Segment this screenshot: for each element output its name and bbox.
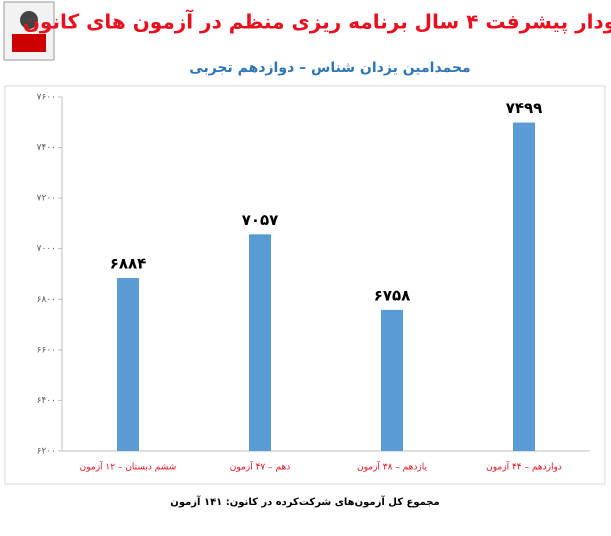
value-label: ۶۷۵۸ (374, 286, 411, 304)
logo-band (12, 34, 46, 52)
bar (513, 122, 535, 451)
chart-frame (4, 85, 606, 485)
value-label: ۷۴۹۹ (506, 99, 543, 117)
y-tick-label: ۶۸۰۰ (37, 295, 56, 305)
y-tick-label: ۷۰۰۰ (37, 244, 56, 254)
bar (117, 278, 139, 451)
y-tick-label: ۶۲۰۰ (37, 447, 56, 457)
chart-title: نمودار پیشرفت ۴ سال برنامه ریزی منظم در … (23, 9, 611, 35)
value-label: ۶۸۸۴ (110, 255, 147, 273)
y-tick-label: ۷۴۰۰ (37, 143, 56, 153)
x-tick-label: ششم دبستان – ۱۲ آزمون (80, 461, 177, 473)
y-tick-label: ۶۶۰۰ (37, 345, 56, 355)
y-tick-label: ۷۲۰۰ (37, 194, 56, 204)
bar (249, 234, 271, 451)
value-label: ۷۰۵۷ (242, 211, 279, 229)
footnote: مجموع کل آزمون‌های شرکت‌کرده در کانون: ۱… (170, 495, 439, 508)
y-tick-label: ۷۶۰۰ (37, 93, 56, 103)
x-tick-label: یازدهم – ۳۸ آزمون (357, 461, 428, 473)
x-tick-label: دوازدهم – ۴۴ آزمون (486, 461, 562, 473)
chart-subtitle: محمدامین یزدان شناس – دوازدهم تجربی (189, 60, 470, 76)
bar (381, 309, 403, 451)
y-tick-label: ۶۴۰۰ (37, 396, 56, 406)
logo-icon (20, 11, 38, 29)
x-tick-label: دهم – ۴۷ آزمون (230, 461, 290, 473)
